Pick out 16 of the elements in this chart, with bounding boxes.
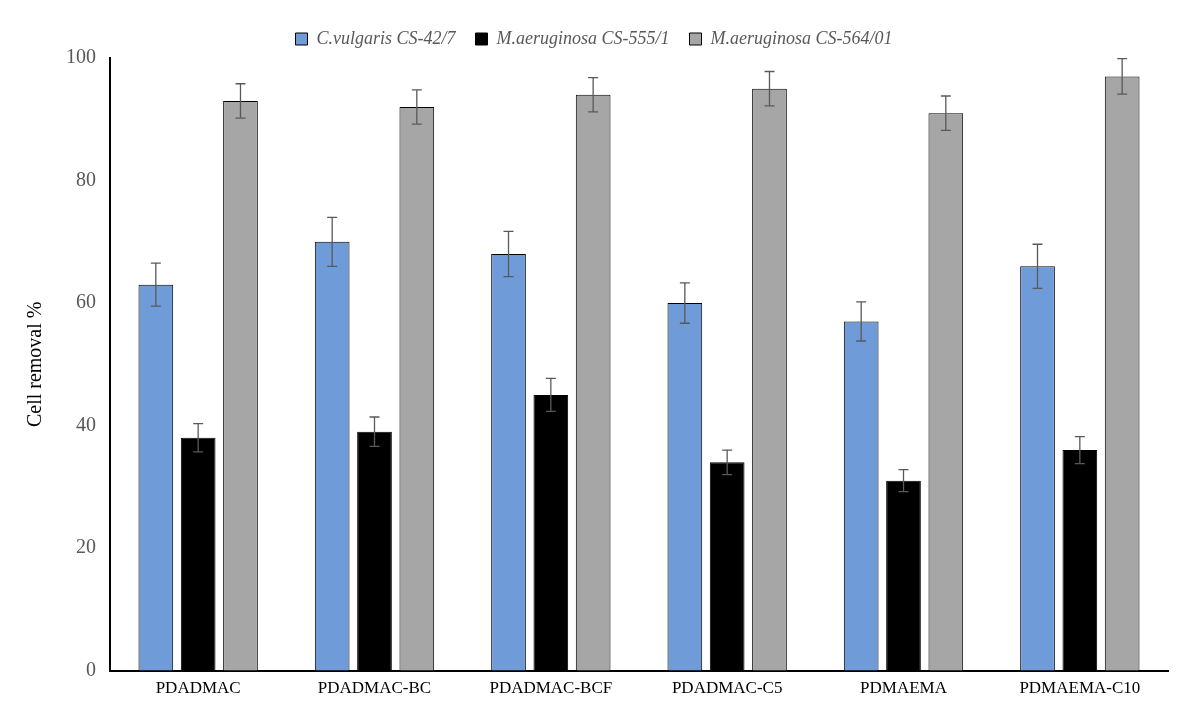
x-tick-label: PDADMAC-BCF [489,678,613,698]
x-tick-label: PDADMAC [155,678,241,698]
x-tick-label: PDADMAC-C5 [671,678,783,698]
y-tick-label: 20 [76,535,96,558]
y-axis-title: Cell removal % [23,301,46,428]
legend-label: C.vulgaris CS-42/7 [316,27,457,48]
x-tick-label: PDADMAC-BC [317,678,432,698]
legend-label: M.aeruginosa CS-555/1 [495,27,670,48]
y-tick-label: 80 [76,167,96,190]
legend-label: M.aeruginosa CS-564/01 [709,27,893,48]
x-tick-label: PDMAEMA-C10 [1019,678,1141,698]
y-tick-label: 40 [76,412,96,435]
y-tick-label: 60 [76,290,96,313]
y-tick-label: 0 [86,657,96,680]
y-tick-label: 100 [66,45,96,68]
x-tick-label: PDMAEMA [860,678,948,698]
